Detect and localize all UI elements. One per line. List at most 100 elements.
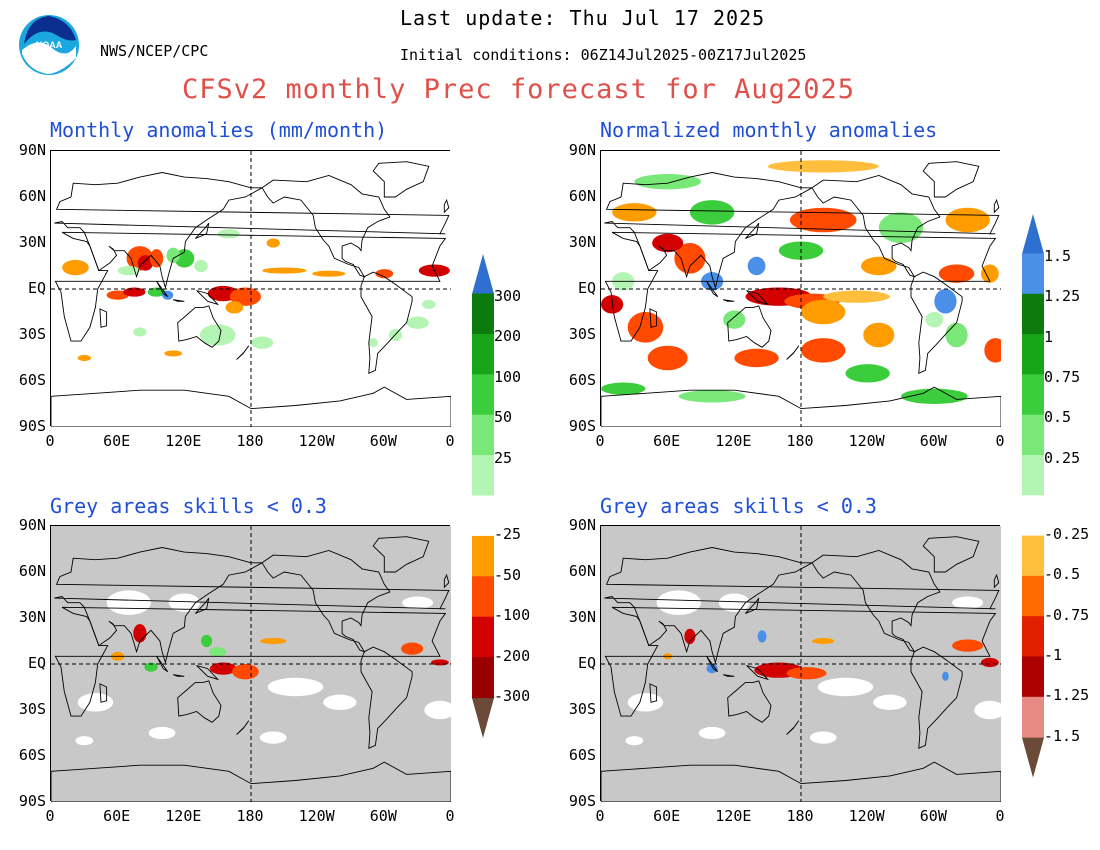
coastline (786, 345, 800, 360)
anomaly-shade (981, 264, 999, 283)
colorbar-mm (471, 254, 495, 738)
coastline (360, 271, 413, 375)
y-axis-label: 60S (18, 371, 46, 389)
anomaly-shade (789, 207, 857, 233)
colorbar-label: 1 (1044, 327, 1054, 346)
anomaly-shade (106, 290, 129, 300)
coastline (649, 308, 658, 328)
colorbar-segment (471, 576, 495, 618)
anomaly-shade (942, 671, 949, 681)
colorbar-label: 200 (494, 327, 522, 346)
low-skill-clear-area (698, 726, 726, 740)
colorbar-label: -1.25 (1044, 686, 1090, 705)
anomaly-shade (422, 299, 436, 309)
low-skill-clear-area (402, 596, 434, 609)
anomaly-shade (431, 659, 449, 666)
initial-conditions: Initial conditions: 06Z14Jul2025-00Z17Ju… (400, 46, 807, 64)
coastline (604, 606, 997, 717)
coastline (173, 299, 185, 302)
anomaly-shade (812, 637, 835, 645)
colorbar-segment (1021, 334, 1045, 376)
x-axis-label: 120E (715, 807, 752, 825)
coastline (177, 305, 222, 348)
anomaly-shade (925, 312, 944, 328)
coastline (51, 761, 451, 802)
y-axis-label: EQ (577, 654, 596, 672)
anomaly-shade (786, 667, 827, 680)
anomaly-shade (368, 338, 378, 348)
colorbar-normalized (1021, 214, 1045, 778)
coastline (746, 290, 770, 306)
x-axis-label: 60W (919, 432, 947, 450)
low-skill-clear-area (817, 677, 874, 697)
x-axis-label: 120W (298, 807, 335, 825)
anomaly-shade (601, 295, 624, 314)
colorbar-label: 50 (494, 408, 513, 427)
colorbar-segment (471, 455, 495, 497)
anomaly-shade (137, 255, 154, 271)
anomaly-shade (689, 200, 735, 225)
colorbar-label: -0.5 (1044, 565, 1081, 584)
colorbar-label: 0.25 (1044, 448, 1081, 467)
map-panel-anomalies (50, 150, 451, 427)
colorbar-segment (1021, 535, 1045, 577)
low-skill-clear-area (952, 596, 984, 609)
anomaly-shade (601, 382, 646, 395)
x-axis-label: 60W (919, 807, 947, 825)
x-axis-label: 60E (653, 432, 681, 450)
coastline (177, 680, 222, 723)
noaa-logo: NOAA (18, 14, 80, 76)
coastline (261, 550, 391, 653)
y-axis-label: 90N (568, 141, 596, 159)
colorbar-top-arrow (1022, 214, 1044, 254)
anomaly-shade (251, 336, 274, 349)
x-axis-label: 0 (445, 432, 455, 450)
colorbar-label: 0.5 (1044, 408, 1072, 427)
anomaly-shade (375, 269, 394, 279)
anomaly-shade (652, 233, 684, 253)
colorbar-label: 300 (494, 287, 522, 305)
coastline (993, 573, 1000, 589)
anomaly-shade (627, 312, 664, 343)
coastline (910, 646, 963, 750)
anomaly-shade (634, 174, 701, 190)
coastline (706, 656, 719, 673)
anomaly-shade (861, 256, 897, 276)
anomaly-shade (747, 256, 766, 276)
anomaly-shade (612, 203, 657, 222)
colorbar-segment (1021, 414, 1045, 456)
coastline (723, 674, 735, 677)
x-axis-label: 0 (45, 807, 55, 825)
coastline (156, 281, 169, 298)
colorbar-label: 100 (494, 367, 522, 386)
anomaly-shade (401, 642, 424, 655)
x-axis-label: 0 (995, 432, 1005, 450)
y-axis-label: 90N (18, 141, 46, 159)
anomaly-shade (878, 212, 924, 243)
anomaly-shade (166, 247, 180, 263)
anomaly-shade (149, 249, 164, 268)
colorbar-label: -300 (494, 687, 531, 705)
anomaly-shade (266, 238, 280, 248)
y-axis-label: 30S (568, 700, 596, 718)
colorbar-label: -0.25 (1044, 525, 1090, 544)
anomaly-shade (232, 664, 259, 680)
coastline (54, 606, 447, 717)
anomaly-shade (678, 390, 746, 403)
coastline (604, 231, 997, 342)
x-axis-label: 120W (848, 432, 885, 450)
colorbar-label: -200 (494, 646, 531, 665)
coastline (727, 305, 772, 348)
x-axis-label: 180 (786, 807, 814, 825)
colorbar-segment (1021, 616, 1045, 658)
coastline (372, 536, 430, 573)
colorbar-segment (1021, 293, 1045, 336)
anomaly-shade (723, 310, 746, 329)
anomaly-shade (757, 630, 767, 643)
coastline (54, 172, 450, 290)
coastline (261, 175, 391, 278)
anomaly-shade (133, 327, 147, 337)
coastline (54, 547, 450, 665)
colorbar-segment (1021, 374, 1045, 416)
y-axis-label: 30S (18, 700, 46, 718)
